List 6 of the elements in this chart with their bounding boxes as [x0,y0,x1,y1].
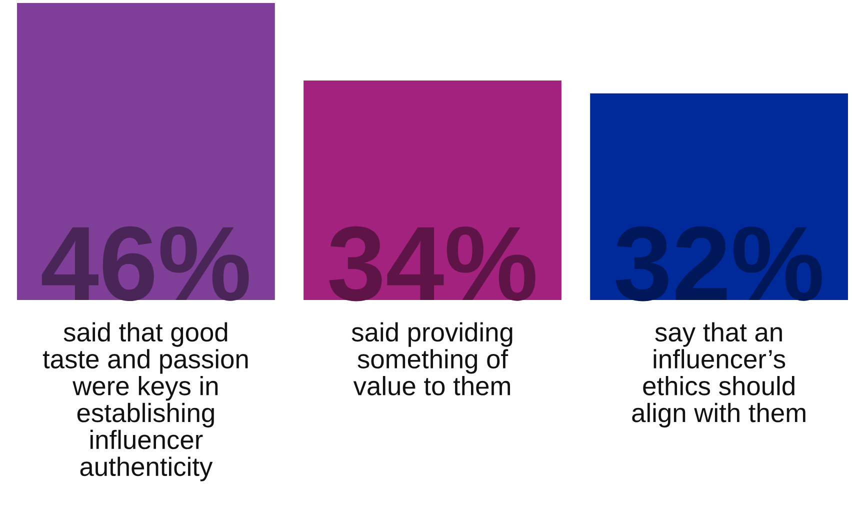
data-label: 46% [42,226,249,302]
data-label: 34% [329,226,536,302]
x-tick-label: say that an influencer’s ethics should align with them [632,322,806,428]
data-label: 32% [616,226,822,302]
x-tick-label: said that good taste and passion were keys in establishing influencer authenticity [42,322,248,482]
x-tick-label: said providing something of value to them [352,322,512,396]
